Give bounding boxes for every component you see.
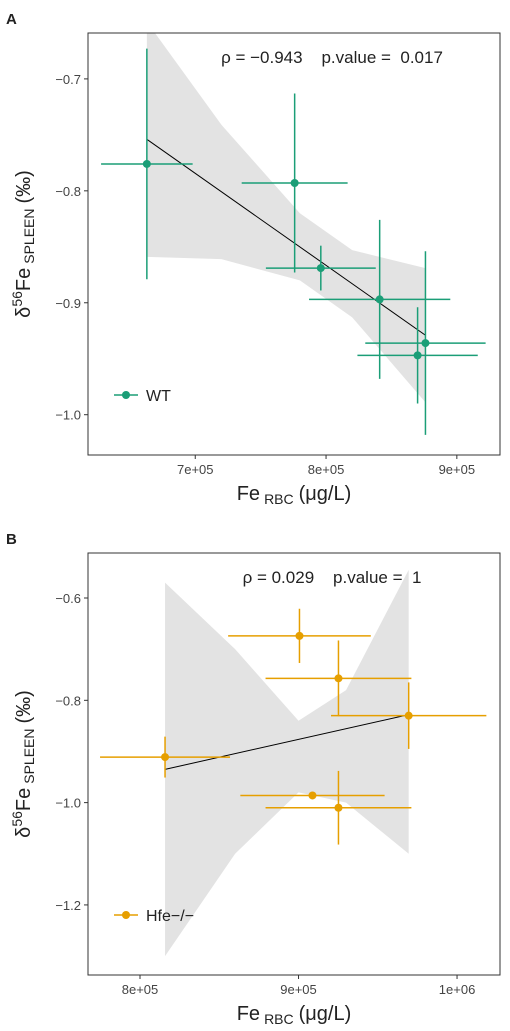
y-label-sub: SPLEEN: [21, 209, 37, 264]
x-label-sub: RBC: [264, 1011, 294, 1027]
y-label-unit: (‰): [13, 170, 35, 203]
y-label-unit: (‰): [13, 690, 35, 723]
y-tick-label: −1.2: [55, 898, 81, 913]
annotation: ρ = 0.029 p.value = 1: [243, 568, 422, 587]
x-tick-label: 9e+05: [280, 982, 317, 997]
panel-label: A: [6, 11, 17, 28]
x-label-main: Fe: [237, 1003, 260, 1025]
panel-label: B: [6, 531, 17, 548]
x-tick-label: 7e+05: [177, 462, 214, 477]
y-label-main: Fe: [13, 788, 35, 811]
legend-label: Hfe−/−: [146, 908, 194, 925]
fit-line: [164, 714, 409, 770]
y-label-symbol: δ: [13, 827, 35, 838]
panel: A WT 7e+05 8e+05 9e+05 −1.0 −0.9 −0.8 −0.7 ρ = −0…: [6, 11, 501, 507]
legend-key: [122, 911, 130, 919]
annotation: ρ = −0.943 p.value = 0.017: [221, 48, 443, 67]
point: [375, 295, 384, 304]
y-tick-label: −0.8: [55, 693, 81, 708]
y-label-main: Fe: [13, 268, 35, 291]
x-label-main: Fe: [237, 483, 260, 505]
y-label-sup: 56: [9, 291, 25, 307]
x-label-sub: RBC: [264, 491, 294, 507]
confidence-band: [165, 569, 409, 957]
point: [404, 711, 413, 720]
point: [421, 339, 430, 348]
legend-label: WT: [146, 388, 171, 405]
y-tick-label: −0.9: [55, 296, 81, 311]
panel: B Hfe−/− 8e+05 9e+05 1e+06 −1.2 −1.0 −0.8 −0.6 ρ …: [6, 531, 501, 1027]
point: [413, 351, 422, 360]
point: [161, 753, 170, 762]
point: [295, 631, 304, 640]
y-tick-label: −0.8: [55, 184, 81, 199]
confidence-band: [146, 33, 426, 403]
plot-border: [87, 32, 501, 456]
point: [334, 674, 343, 683]
y-axis-label: δ56Fe SPLEEN (‰): [9, 690, 37, 838]
x-axis-label: Fe RBC (μg/L): [237, 1003, 352, 1027]
point: [308, 791, 317, 800]
y-axis-label: δ56Fe SPLEEN (‰): [9, 170, 37, 318]
x-tick-label: 8e+05: [308, 462, 345, 477]
x-tick-label: 8e+05: [122, 982, 159, 997]
x-label-unit: (μg/L): [299, 483, 352, 505]
point: [334, 803, 343, 812]
x-label-unit: (μg/L): [299, 1003, 352, 1025]
y-label-sup: 56: [9, 811, 25, 827]
x-axis-label: Fe RBC (μg/L): [237, 483, 352, 507]
y-tick-label: −0.7: [55, 72, 81, 87]
plot-border: [87, 552, 501, 976]
y-label-symbol: δ: [13, 307, 35, 318]
y-tick-label: −1.0: [55, 408, 81, 423]
y-label-sub: SPLEEN: [21, 729, 37, 784]
point: [316, 264, 325, 273]
point: [142, 159, 151, 168]
x-tick-label: 9e+05: [439, 462, 476, 477]
point: [290, 178, 299, 187]
x-tick-label: 1e+06: [439, 982, 476, 997]
y-tick-label: −1.0: [55, 796, 81, 811]
y-tick-label: −0.6: [55, 591, 81, 606]
legend-key: [122, 391, 130, 399]
